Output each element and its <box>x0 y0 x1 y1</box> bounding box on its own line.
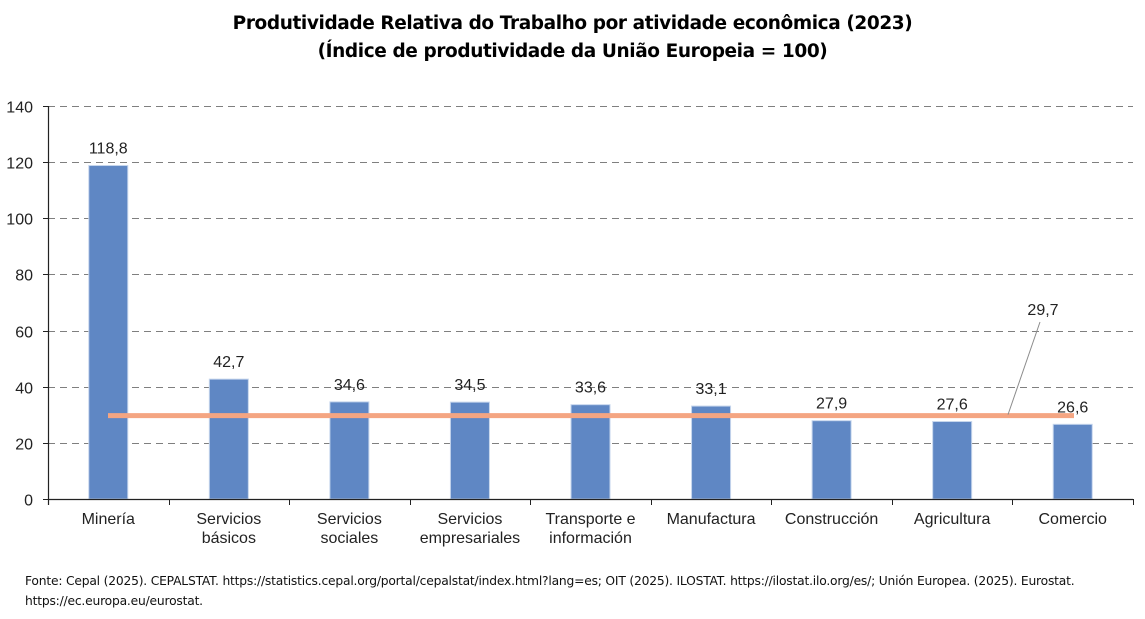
reference-line-label: 29,7 <box>1027 302 1058 319</box>
category-label-line: Servicios <box>317 511 382 528</box>
category-label-line: información <box>549 530 632 547</box>
category-label: Servicios sociales <box>317 511 382 547</box>
data-label: 42,7 <box>213 354 244 371</box>
category-label-line: Comercio <box>1038 511 1107 528</box>
category-label-line: Manufactura <box>667 511 756 528</box>
data-label: 26,6 <box>1057 399 1088 416</box>
reference-leader-line <box>1007 321 1041 415</box>
bar <box>449 401 490 500</box>
category-label: Transporte e información <box>545 511 635 547</box>
y-axis-ticks: 0 20 40 60 80 100 120 140 <box>6 100 48 510</box>
bar <box>88 165 129 500</box>
chart-title-block: Produtividade Relativa do Trabalho por a… <box>0 10 1145 66</box>
category-label: Manufactura <box>667 511 756 528</box>
category-label-line: básicos <box>202 530 256 547</box>
category-label: Agricultura <box>914 511 991 528</box>
category-label-line: Servicios <box>437 511 502 528</box>
category-label: Minería <box>82 511 135 528</box>
category-label: Construcción <box>785 511 878 528</box>
category-label: Servicios empresariales <box>420 511 520 547</box>
y-tick-label: 140 <box>6 100 33 117</box>
y-tick-label: 0 <box>24 493 33 510</box>
bar <box>691 405 732 500</box>
bar <box>1052 423 1093 500</box>
y-tick-label: 80 <box>15 268 33 285</box>
y-tick-label: 60 <box>15 325 33 342</box>
category-label-line: Construcción <box>785 511 878 528</box>
category-label-line: Servicios <box>196 511 261 528</box>
category-label: Servicios básicos <box>196 511 261 547</box>
category-labels: Minería Servicios básicos Servicios sociales… <box>82 511 1107 547</box>
y-tick-label: 120 <box>6 156 33 173</box>
category-label: Comercio <box>1038 511 1107 528</box>
bar <box>932 421 973 500</box>
axes <box>47 106 1134 505</box>
bar <box>208 378 249 500</box>
data-label: 33,6 <box>575 380 606 397</box>
category-label-line: Transporte e <box>545 511 635 528</box>
category-label-line: Agricultura <box>914 511 991 528</box>
data-label: 33,1 <box>695 381 726 398</box>
y-tick-label: 40 <box>15 381 33 398</box>
category-label-line: empresariales <box>420 530 520 547</box>
bar <box>811 420 852 500</box>
reference-line-group: 29,7 <box>108 302 1074 419</box>
data-label: 27,9 <box>816 396 847 413</box>
data-label: 27,6 <box>937 397 968 414</box>
data-label: 118,8 <box>89 141 128 158</box>
data-labels: 118,8 42,7 34,6 34,5 33,6 33,1 27,9 27,6 26,6 <box>89 141 1089 417</box>
y-tick-label: 20 <box>15 437 33 454</box>
source-note: Fonte: Cepal (2025). CEPALSTAT. https://… <box>25 574 1075 608</box>
data-label: 34,5 <box>454 377 485 394</box>
chart-subtitle: (Índice de produtividade da União Europe… <box>317 41 828 62</box>
bar <box>570 404 611 500</box>
y-tick-label: 100 <box>6 212 33 229</box>
chart-title: Produtividade Relativa do Trabalho por a… <box>232 13 913 34</box>
category-label-line: sociales <box>320 530 378 547</box>
bars <box>88 165 1093 500</box>
category-label-line: Minería <box>82 511 135 528</box>
data-label: 34,6 <box>334 377 365 394</box>
